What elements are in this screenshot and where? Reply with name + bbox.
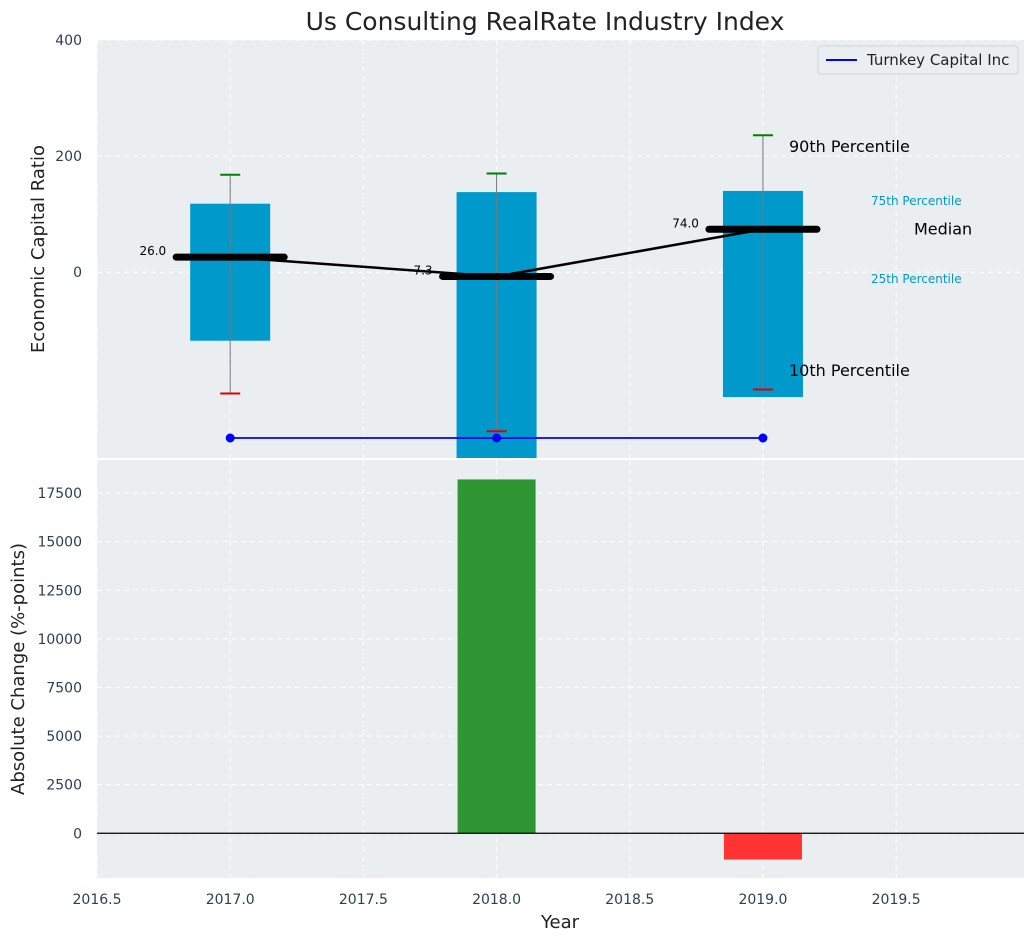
legend-box xyxy=(817,45,1019,75)
x-tick-label: 2016.5 xyxy=(73,892,122,908)
bottom-y-tick-label: 5000 xyxy=(46,729,82,745)
annotation-25th-percentile: 25th Percentile xyxy=(871,272,962,286)
change-bar-positive xyxy=(457,479,536,834)
median-value-label: 26.0 xyxy=(139,244,166,258)
x-tick-label: 2018.5 xyxy=(605,892,654,908)
legend: Turnkey Capital Inc xyxy=(817,45,1019,75)
bottom-y-tick-label: 2500 xyxy=(46,778,82,794)
top-y-ticks: 0 200 400 xyxy=(55,33,82,281)
change-bar-negative xyxy=(723,833,802,860)
bottom-y-tick-label: 0 xyxy=(73,826,82,842)
bottom-bars xyxy=(457,479,802,860)
x-tick-label: 2017.5 xyxy=(339,892,388,908)
median-value-label: 74.0 xyxy=(672,216,699,230)
top-y-axis-label: Economic Capital Ratio xyxy=(28,145,49,353)
annotation-90th-percentile: 90th Percentile xyxy=(789,137,910,156)
x-tick-label: 2019.0 xyxy=(738,892,787,908)
series-point-turnkey xyxy=(492,433,502,443)
bottom-y-axis-label: Absolute Change (%-points) xyxy=(8,543,29,795)
bottom-plot-area xyxy=(97,460,1024,878)
bottom-y-tick-label: 7500 xyxy=(46,680,82,696)
bottom-y-ticks: 0 2500 5000 7500 10000 12500 15000 17500 xyxy=(37,486,82,842)
annotation-75th-percentile: 75th Percentile xyxy=(871,194,962,208)
series-point-turnkey xyxy=(758,433,768,443)
annotation-median: Median xyxy=(914,219,972,238)
legend-entry-turnkey: Turnkey Capital Inc xyxy=(866,51,1009,69)
median-trend-line xyxy=(230,228,764,278)
top-y-tick-label: 400 xyxy=(55,33,82,49)
x-tick-label: 2017.0 xyxy=(206,892,255,908)
top-series xyxy=(225,433,768,443)
chart-title: Us Consulting RealRate Industry Index xyxy=(306,7,785,36)
bottom-panel: 0 2500 5000 7500 10000 12500 15000 17500 2016.5… xyxy=(8,460,1024,933)
x-axis-label: Year xyxy=(540,912,580,933)
x-tick-label: 2019.5 xyxy=(872,892,921,908)
bottom-y-tick-label: 12500 xyxy=(37,583,82,599)
series-point-turnkey xyxy=(225,433,235,443)
bottom-x-ticks: 2016.5 2017.0 2017.5 2018.0 2018.5 2019.0 2019… xyxy=(73,892,921,908)
top-y-tick-label: 0 xyxy=(73,265,82,281)
annotation-10th-percentile: 10th Percentile xyxy=(789,361,910,380)
top-annotations: 90th Percentile 75th Percentile Median 25th… xyxy=(789,137,972,380)
bottom-y-tick-label: 17500 xyxy=(37,486,82,502)
bottom-y-tick-label: 10000 xyxy=(37,632,82,648)
top-y-tick-label: 200 xyxy=(55,149,82,165)
bottom-y-tick-label: 15000 xyxy=(37,535,82,551)
x-tick-label: 2018.0 xyxy=(472,892,521,908)
